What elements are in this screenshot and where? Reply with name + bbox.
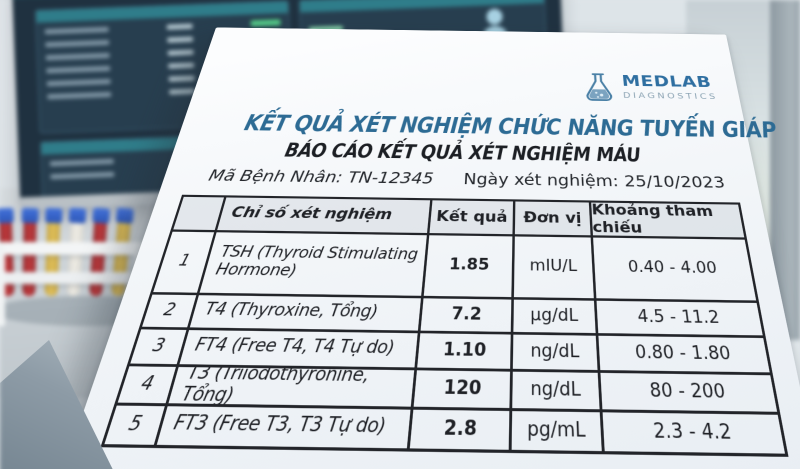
test-date: Ngày xét nghiệm: 25/10/2023: [463, 170, 726, 192]
test-unit: pg/mL: [511, 411, 605, 455]
test-unit: µg/dL: [513, 299, 599, 336]
test-range: 80 - 200: [600, 372, 781, 415]
tube-cap: [115, 207, 134, 224]
patient-id-value: TN-12345: [346, 168, 435, 188]
report-meta-row: Mã Bệnh Nhân: TN-12345 Ngày xét nghiệm: 25…: [206, 166, 726, 191]
test-name: TSH (Thyroid Stimulating Hormone): [198, 232, 430, 299]
test-unit: ng/dL: [512, 334, 601, 373]
tube-cap: [92, 207, 111, 224]
test-name: FT4 (Free T4, T4 Tự do): [178, 330, 421, 371]
test-result: 7.2: [420, 298, 514, 335]
test-range: 4.5 - 11.2: [596, 300, 766, 339]
tube-cap: [45, 207, 63, 224]
test-name: T4 (Thyroxine, Tổng): [189, 295, 424, 334]
results-table: Chỉ số xét nghiệm Kết quả Đơn vị Khoảng …: [100, 194, 789, 457]
test-result: 1.85: [423, 235, 515, 300]
test-result: 120: [413, 370, 513, 412]
test-unit: mIU/L: [513, 236, 597, 301]
test-name: T3 (Triiodothyronine, Tổng): [167, 366, 417, 410]
tube-cap: [0, 207, 14, 224]
patient-id-label: Mã Bệnh Nhân:: [206, 166, 345, 187]
test-range: 2.3 - 4.2: [602, 412, 789, 457]
report-subtitle: BÁO CÁO KẾT QUẢ XÉT NGHIỆM MÁU: [282, 139, 642, 167]
patient-id: Mã Bệnh Nhân: TN-12345: [206, 166, 434, 187]
col-header-unit: Đơn vị: [514, 201, 594, 238]
tube-cap: [21, 207, 39, 224]
rack-rail: [0, 272, 146, 284]
table-row: 1 TSH (Thyroid Stimulating Hormone) 1.85…: [152, 231, 760, 304]
test-result: 2.8: [409, 409, 513, 454]
test-date-label: Ngày xét nghiệm:: [462, 169, 620, 191]
col-header-result: Kết quả: [429, 200, 516, 237]
rack-leg: [0, 242, 5, 326]
col-header-range: Khoảng tham chiếu: [591, 202, 748, 240]
test-date-value: 25/10/2023: [623, 172, 727, 192]
test-unit: ng/dL: [512, 371, 603, 413]
brand-name: MEDLAB: [621, 73, 713, 92]
logo-text: MEDLAB DIAGNOSTICS: [621, 73, 719, 102]
flask-icon: [582, 72, 616, 103]
rack-rail: [0, 242, 146, 255]
tube-cap: [68, 207, 87, 224]
test-result: 1.10: [416, 333, 514, 372]
col-header-test: Chỉ số xét nghiệm: [216, 197, 433, 236]
table-row: 5 FT3 (Free T3, T3 Tự do) 2.8 pg/mL 2.3 …: [103, 405, 789, 457]
test-range: 0.40 - 4.00: [593, 237, 760, 304]
brand-tagline: DIAGNOSTICS: [622, 91, 719, 102]
medlab-logo: MEDLAB DIAGNOSTICS: [582, 72, 719, 104]
test-name: FT3 (Free T3, T3 Tự do): [155, 406, 414, 452]
report-title: KẾT QUẢ XÉT NGHIỆM CHỨC NĂNG TUYẾN GIÁP: [241, 110, 780, 144]
test-range: 0.80 - 1.80: [598, 335, 773, 376]
